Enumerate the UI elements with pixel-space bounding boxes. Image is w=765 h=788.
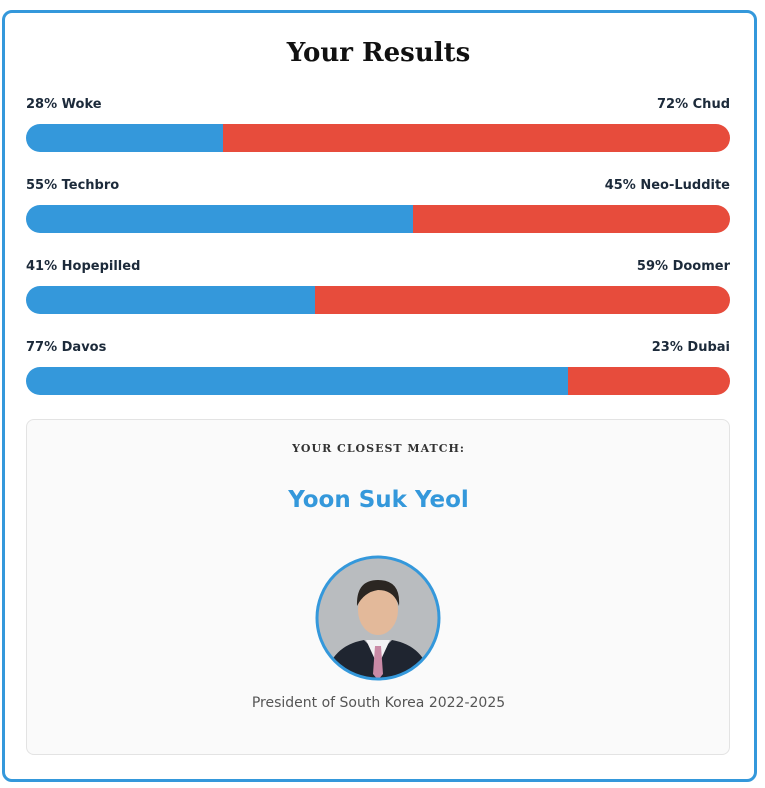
match-heading: YOUR CLOSEST MATCH: (292, 442, 465, 455)
result-bar (26, 205, 730, 233)
match-name: Yoon Suk Yeol (288, 487, 469, 513)
result-bar (26, 367, 730, 395)
right-label: 45% Neo-Luddite (604, 178, 730, 193)
match-description: President of South Korea 2022-2025 (251, 695, 506, 711)
title: Your Results (286, 38, 471, 68)
right-label: 72% Chud (657, 97, 730, 112)
match-photo (315, 555, 441, 681)
right-segment (413, 205, 730, 233)
results-frame (2, 10, 757, 782)
left-segment (26, 124, 224, 152)
result-bar (26, 286, 730, 314)
left-label: 77% Davos (26, 340, 107, 355)
left-segment (26, 205, 414, 233)
left-segment (26, 367, 569, 395)
right-label: 23% Dubai (651, 340, 730, 355)
left-label: 55% Techbro (26, 178, 120, 193)
result-bar (26, 124, 730, 152)
left-segment (26, 286, 315, 314)
left-label: 28% Woke (26, 97, 102, 112)
right-segment (314, 286, 730, 314)
right-label: 59% Doomer (636, 259, 730, 274)
right-segment (568, 367, 730, 395)
right-segment (223, 124, 730, 152)
left-label: 41% Hopepilled (26, 259, 141, 274)
